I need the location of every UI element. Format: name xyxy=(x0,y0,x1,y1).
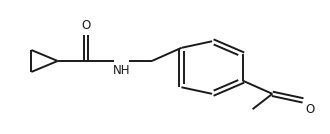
Text: O: O xyxy=(82,19,91,33)
Text: NH: NH xyxy=(113,64,130,77)
Text: O: O xyxy=(305,103,314,116)
